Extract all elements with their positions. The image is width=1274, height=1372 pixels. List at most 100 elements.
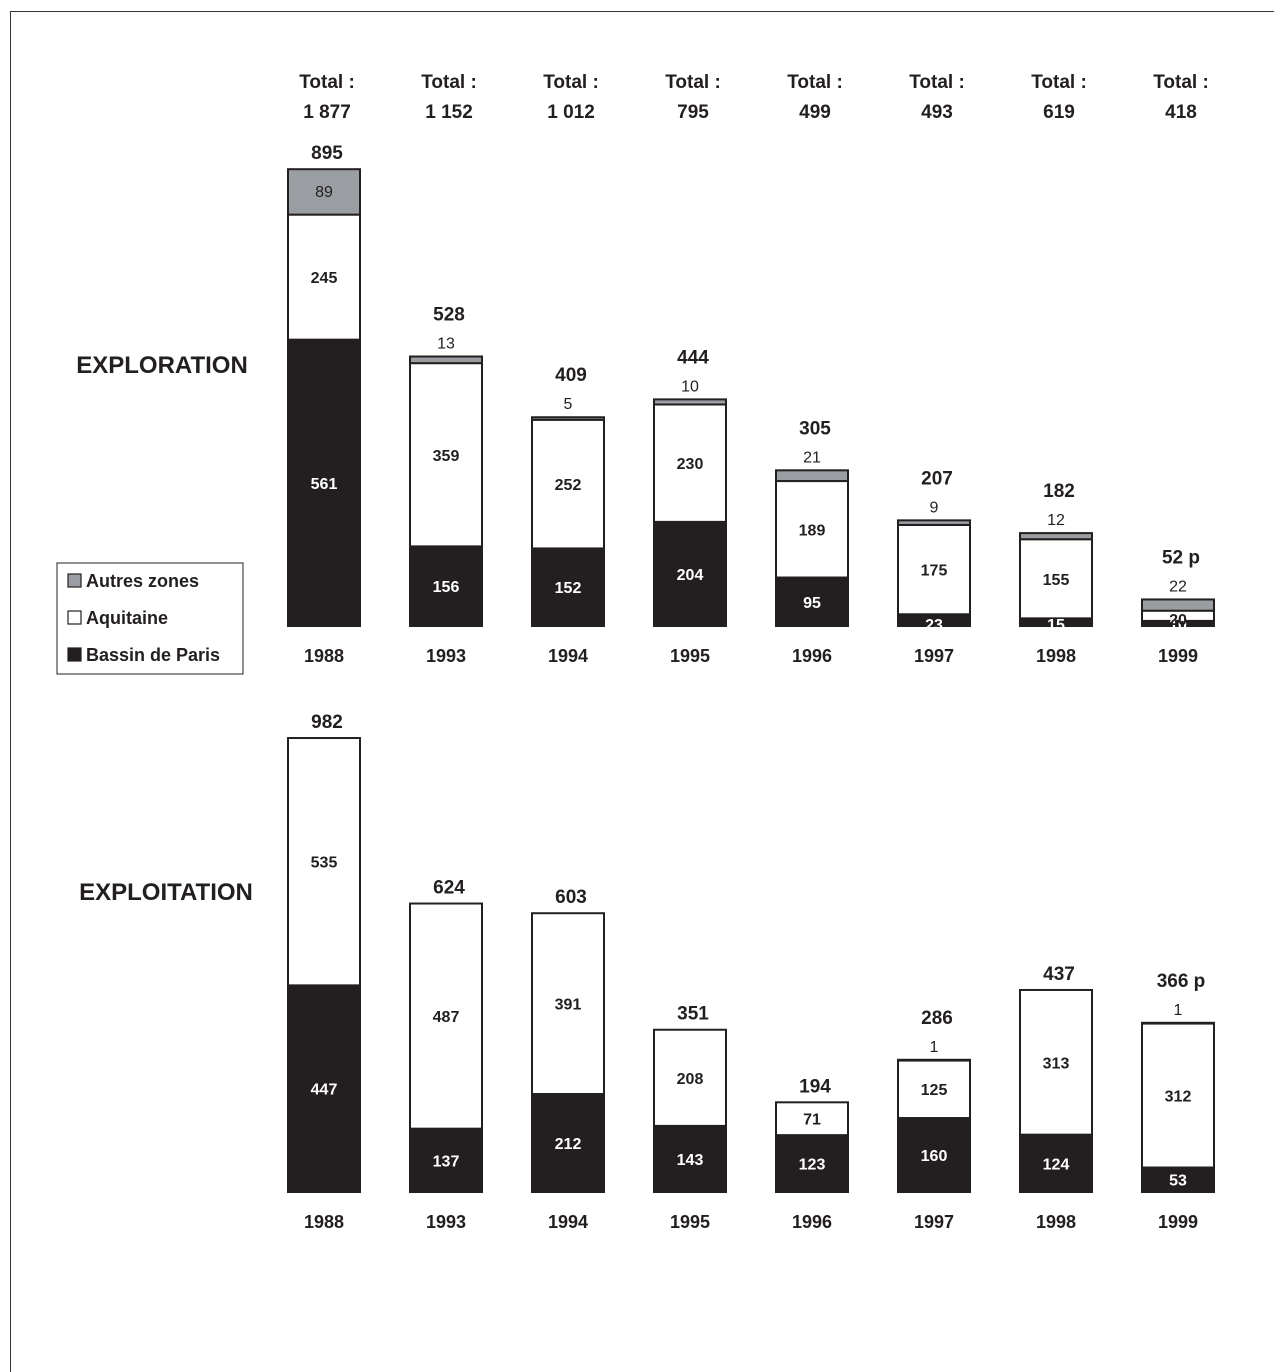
exploration-stack-total-1993: 528	[433, 305, 465, 326]
exploration-bar-autres-1988	[287, 168, 361, 216]
exploration-year-label-1993: 1993	[426, 646, 466, 666]
exploitation-label-aquitaine-1988: 535	[311, 855, 338, 872]
exploitation-year-label-1999: 1999	[1158, 1212, 1198, 1232]
total-label-1999: Total :	[1153, 72, 1209, 93]
total-value-1994: 1 012	[547, 102, 595, 123]
exploration-panel: EXPLORATION 561 245 89 895 1988 156 359 13 528 19…	[76, 143, 1215, 666]
exploitation-year-label-1988: 1988	[304, 1212, 344, 1232]
exploration-label-paris-1999: 10	[1169, 617, 1187, 634]
exploitation-stack-total-1999: 366 p	[1157, 971, 1206, 992]
total-label-1994: Total :	[543, 72, 599, 93]
exploration-bar-aquitaine-1998	[1019, 538, 1093, 620]
exploration-label-autres-1997: 9	[930, 499, 939, 516]
exploration-bar-aquitaine-1995	[653, 403, 727, 523]
exploration-label-autres-1988: 89	[315, 184, 333, 201]
exploration-bar-autres-1996	[775, 469, 849, 483]
exploitation-stack-total-1988: 982	[311, 712, 343, 733]
legend-label-autres: Autres zones	[86, 571, 199, 591]
exploration-bar-autres-1998	[1019, 532, 1093, 541]
exploration-label-autres-1993: 13	[437, 336, 455, 353]
totals-row: Total : 1 877 Total : 1 152 Total : 1 012 Tota…	[299, 72, 1209, 123]
legend-label-aquitaine: Aquitaine	[86, 608, 168, 628]
exploration-stack-total-1997: 207	[921, 468, 953, 489]
exploitation-bar-aquitaine-1997	[897, 1059, 971, 1120]
total-label-1995: Total :	[665, 72, 721, 93]
exploitation-year-label-1998: 1998	[1036, 1212, 1076, 1232]
exploration-label-paris-1995: 204	[677, 567, 704, 584]
exploration-stack-total-1994: 409	[555, 365, 587, 386]
exploitation-bar-paris-1994	[531, 1092, 605, 1194]
exploitation-year-label-1993: 1993	[426, 1212, 466, 1232]
legend-swatch-paris	[67, 647, 82, 662]
exploitation-stack-total-1996: 194	[799, 1076, 831, 1097]
exploitation-label-aquitaine-1997: 125	[921, 1082, 948, 1099]
exploitation-bar-aquitaine-1999	[1141, 1022, 1215, 1169]
total-value-1996: 499	[799, 102, 831, 123]
exploitation-year-label-1994: 1994	[548, 1212, 588, 1232]
exploitation-bar-paris-1988	[287, 984, 361, 1194]
exploitation-bar-aquitaine-1998	[1019, 988, 1093, 1136]
exploitation-label-paris-1997: 160	[921, 1148, 948, 1165]
total-label-1998: Total :	[1031, 72, 1087, 93]
exploration-bar-paris-1996	[775, 576, 849, 628]
exploitation-bar-aquitaine-1996	[775, 1101, 849, 1137]
exploitation-stack-total-1994: 603	[555, 887, 587, 908]
exploitation-panel: EXPLOITATION 447 535 982 1988 137 487 624 1993 2…	[79, 712, 1215, 1232]
exploration-bar-aquitaine-1988	[287, 213, 361, 341]
exploration-label-aquitaine-1998: 155	[1043, 572, 1070, 589]
legend-box	[56, 562, 244, 675]
total-label-1988: Total :	[299, 72, 355, 93]
exploration-stack-total-1999: 52 p	[1162, 547, 1200, 568]
total-label-1996: Total :	[787, 72, 843, 93]
exploration-label-paris-1996: 95	[803, 595, 821, 612]
exploitation-title: EXPLOITATION	[79, 879, 253, 906]
legend: Autres zones Aquitaine Bassin de Paris	[56, 562, 244, 675]
exploration-stack-total-1988: 895	[311, 143, 343, 164]
total-value-1999: 418	[1165, 102, 1197, 123]
chart-frame	[10, 11, 1274, 1372]
exploration-label-aquitaine-1994: 252	[555, 477, 582, 494]
exploitation-label-aquitaine-1993: 487	[433, 1009, 460, 1026]
exploration-bar-autres-1993	[409, 355, 483, 365]
legend-label-paris: Bassin de Paris	[86, 645, 220, 665]
exploitation-year-label-1997: 1997	[914, 1212, 954, 1232]
exploitation-stack-total-1993: 624	[433, 878, 465, 899]
exploration-label-autres-1999: 22	[1169, 578, 1187, 595]
exploration-year-label-1999: 1999	[1158, 646, 1198, 666]
exploration-label-paris-1993: 156	[433, 579, 460, 596]
exploration-label-autres-1994: 5	[564, 396, 573, 413]
exploitation-label-autres-1997: 1	[930, 1039, 939, 1056]
total-label-1997: Total :	[909, 72, 965, 93]
exploitation-bar-paris-1996	[775, 1134, 849, 1193]
exploration-label-aquitaine-1988: 245	[311, 270, 338, 287]
exploitation-year-label-1996: 1996	[792, 1212, 832, 1232]
total-value-1988: 1 877	[303, 102, 351, 123]
exploration-bar-autres-1997	[897, 519, 971, 526]
exploitation-label-paris-1993: 137	[433, 1153, 460, 1170]
exploitation-label-aquitaine-1995: 208	[677, 1071, 704, 1088]
exploitation-bar-autres-1997	[897, 1058, 971, 1062]
exploration-label-aquitaine-1999: 20	[1169, 612, 1187, 629]
exploration-label-autres-1998: 12	[1047, 512, 1065, 529]
exploration-label-aquitaine-1997: 175	[921, 563, 948, 580]
exploration-bar-autres-1994	[531, 416, 605, 421]
total-value-1993: 1 152	[425, 102, 473, 123]
legend-swatch-autres	[67, 573, 82, 588]
exploitation-bar-paris-1999	[1141, 1166, 1215, 1193]
exploration-bar-autres-1995	[653, 398, 727, 406]
exploration-title: EXPLORATION	[76, 352, 248, 379]
exploitation-year-label-1995: 1995	[670, 1212, 710, 1232]
exploitation-bar-aquitaine-1995	[653, 1028, 727, 1127]
exploitation-label-paris-1995: 143	[677, 1152, 704, 1169]
total-value-1998: 619	[1043, 102, 1075, 123]
exploitation-stack-total-1998: 437	[1043, 964, 1075, 985]
exploitation-label-autres-1999: 1	[1174, 1002, 1183, 1019]
exploration-label-aquitaine-1995: 230	[677, 456, 704, 473]
exploration-bar-aquitaine-1996	[775, 480, 849, 579]
total-label-1993: Total :	[421, 72, 477, 93]
exploitation-bar-aquitaine-1994	[531, 912, 605, 1095]
exploration-year-label-1997: 1997	[914, 646, 954, 666]
exploration-bar-aquitaine-1997	[897, 523, 971, 616]
exploitation-label-aquitaine-1999: 312	[1165, 1088, 1192, 1105]
